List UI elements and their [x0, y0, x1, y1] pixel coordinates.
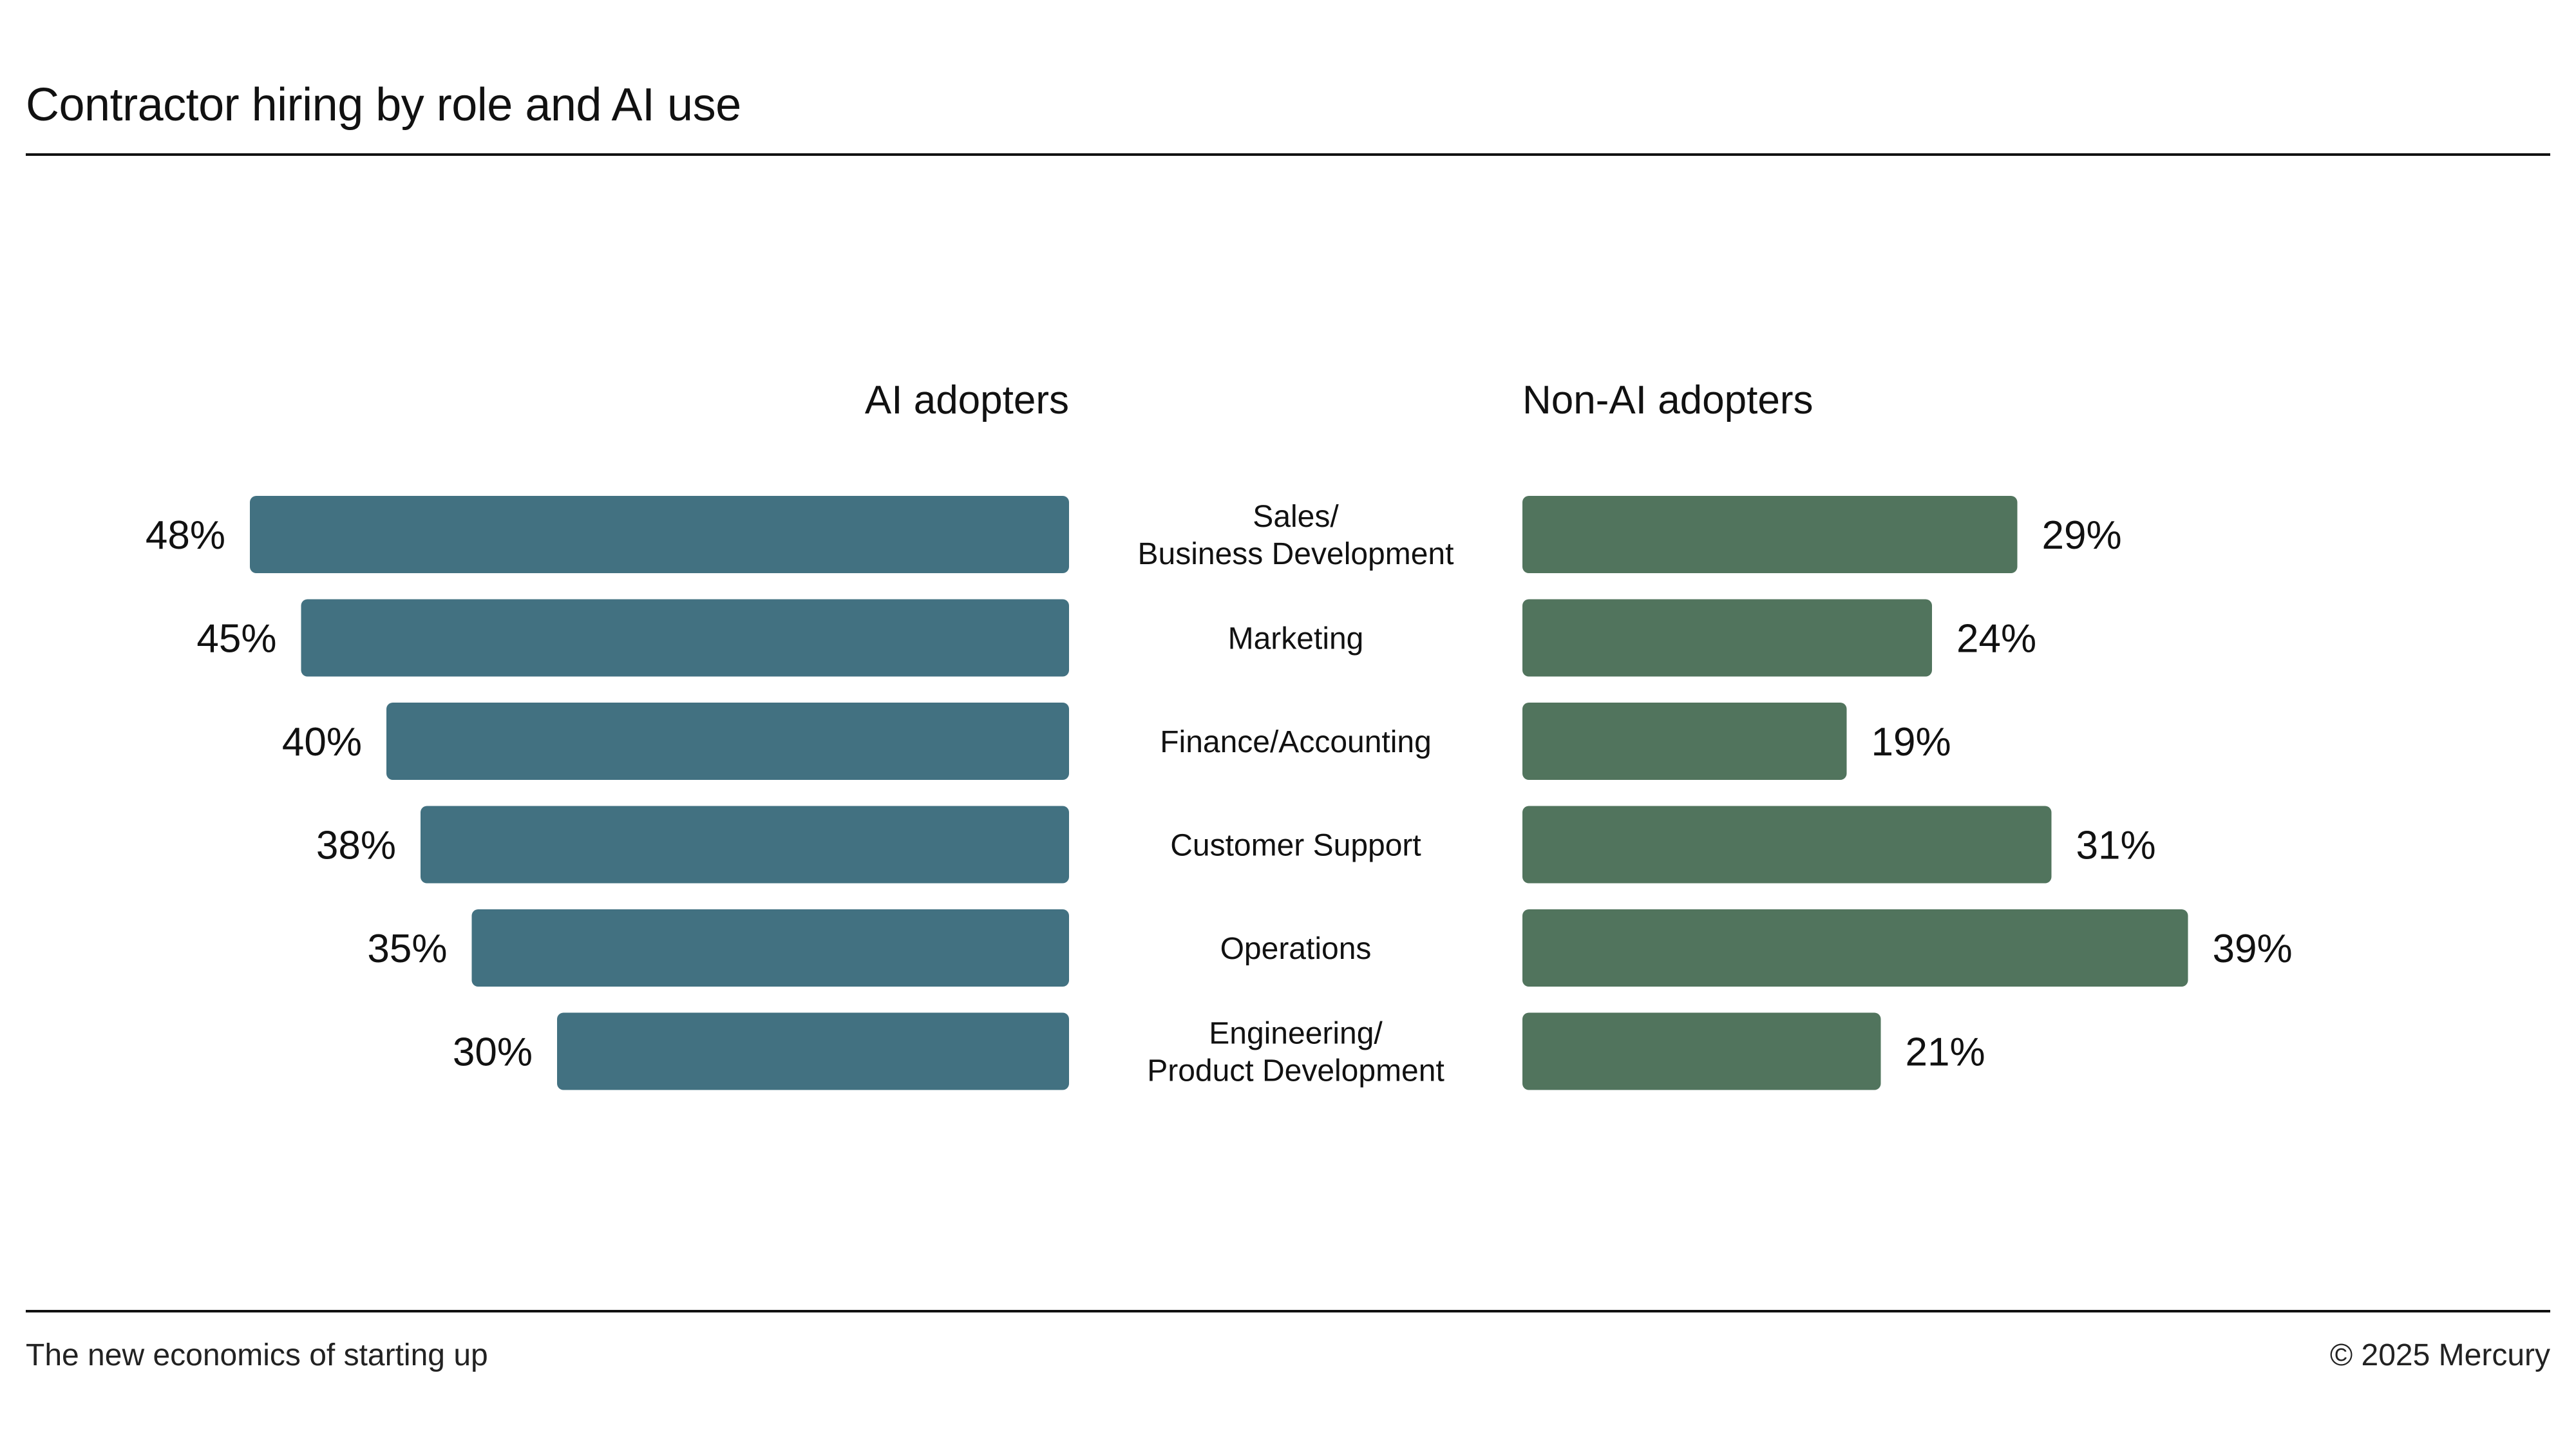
bar-ai-adopters — [557, 1012, 1069, 1090]
category-label-line: Engineering/ — [1209, 1017, 1383, 1051]
category-label-line: Sales/ — [1253, 500, 1339, 534]
data-label-ai-adopters: 35% — [367, 927, 447, 971]
bar-ai-adopters — [471, 909, 1069, 987]
data-label-ai-adopters: 45% — [196, 617, 276, 661]
data-label-non-ai-adopters: 21% — [1906, 1030, 1985, 1075]
bar-non-ai-adopters — [1522, 1012, 1881, 1090]
data-label-non-ai-adopters: 39% — [2213, 927, 2293, 971]
bar-non-ai-adopters — [1522, 496, 2018, 573]
category-label: Finance/Accounting — [1160, 725, 1432, 759]
bar-ai-adopters — [386, 703, 1069, 780]
footer-publication: The new economics of starting up — [26, 1338, 488, 1372]
category-label: Customer Support — [1170, 829, 1421, 863]
category-label-line: Operations — [1220, 932, 1372, 966]
data-label-non-ai-adopters: 19% — [1871, 720, 1951, 764]
category-label-line: Product Development — [1147, 1054, 1444, 1088]
title-divider — [26, 153, 2550, 156]
series-title-non-ai-adopters: Non-AI adopters — [1522, 378, 1813, 422]
series-title-ai-adopters: AI adopters — [865, 378, 1069, 422]
bar-ai-adopters — [301, 599, 1069, 677]
category-label-line: Customer Support — [1170, 829, 1421, 863]
data-label-ai-adopters: 38% — [316, 824, 396, 868]
category-label: Operations — [1220, 932, 1372, 966]
bar-non-ai-adopters — [1522, 909, 2188, 987]
category-label-line: Marketing — [1228, 622, 1364, 656]
bars-layer: 48% 29% Sales/Business Development 45% 24% Ma… — [146, 496, 2293, 1090]
bar-non-ai-adopters — [1522, 806, 2052, 884]
category-label: Marketing — [1228, 622, 1364, 656]
data-label-non-ai-adopters: 29% — [2042, 513, 2122, 558]
bar-non-ai-adopters — [1522, 599, 1932, 677]
footer-copyright: © 2025 Mercury — [2329, 1338, 2550, 1372]
category-label-line: Finance/Accounting — [1160, 725, 1432, 759]
data-label-ai-adopters: 40% — [282, 720, 362, 764]
bar-non-ai-adopters — [1522, 703, 1847, 780]
data-label-ai-adopters: 48% — [146, 513, 225, 558]
bar-ai-adopters — [250, 496, 1069, 573]
category-label: Engineering/Product Development — [1147, 1017, 1444, 1088]
chart-title: Contractor hiring by role and AI use — [26, 79, 741, 131]
data-label-ai-adopters: 30% — [453, 1030, 533, 1075]
category-label: Sales/Business Development — [1138, 500, 1454, 571]
bar-ai-adopters — [421, 806, 1069, 884]
data-label-non-ai-adopters: 24% — [1956, 617, 2036, 661]
data-label-non-ai-adopters: 31% — [2076, 824, 2156, 868]
footer-divider — [26, 1310, 2550, 1312]
category-label-line: Business Development — [1138, 537, 1454, 571]
